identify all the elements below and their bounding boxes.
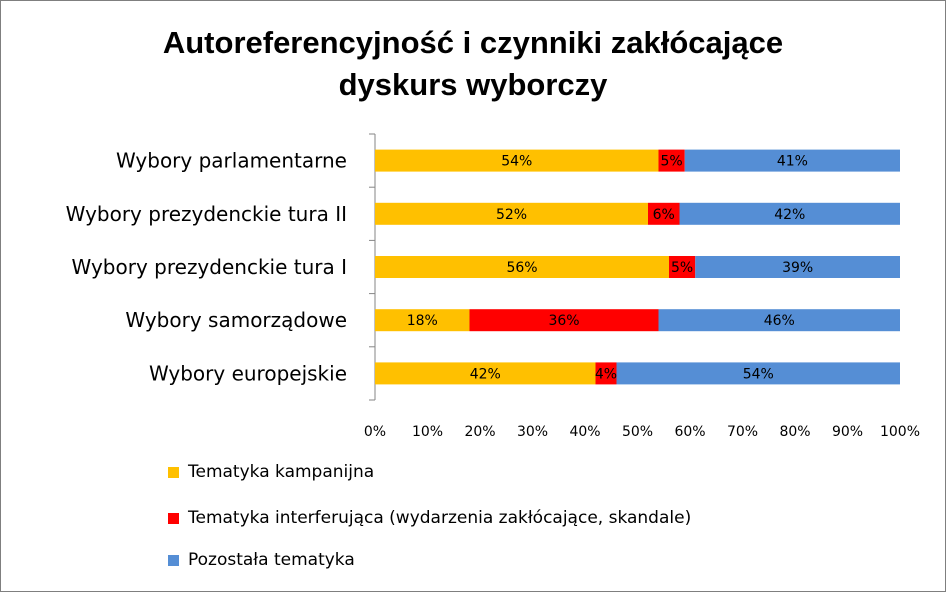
legend-swatch-kampanijna	[168, 467, 179, 478]
category-label: Wybory samorządowe	[125, 308, 347, 332]
bar-segment	[695, 256, 900, 278]
bar-value-label: 39%	[782, 260, 813, 276]
x-tick-label: 0%	[364, 424, 386, 440]
bar-segment	[469, 309, 659, 332]
x-tick-label: 20%	[464, 424, 495, 440]
x-tick-label: 30%	[517, 424, 548, 440]
bar-segment	[375, 149, 659, 172]
bar-segment	[375, 202, 648, 225]
chart-title: Autoreferencyjność i czynniki zakłócając…	[0, 22, 946, 106]
legend-label-kampanijna: Tematyka kampanijna	[188, 462, 375, 482]
bar-value-label: 36%	[548, 313, 579, 329]
bar-segment	[595, 362, 617, 385]
category-label: Wybory parlamentarne	[116, 149, 347, 173]
bar-value-label: 56%	[506, 260, 537, 276]
category-label: Wybory europejskie	[149, 361, 347, 385]
chart-title-line-1: Autoreferencyjność i czynniki zakłócając…	[162, 25, 784, 60]
bar-value-label: 42%	[470, 366, 501, 382]
bar-value-label: 41%	[777, 154, 808, 170]
bar-segment	[658, 309, 900, 332]
bar-value-label: 42%	[774, 207, 805, 223]
bar-value-label: 54%	[501, 154, 532, 170]
x-tick-label: 80%	[779, 424, 810, 440]
legend-label-pozostala: Pozostała tematyka	[188, 550, 355, 570]
legend-swatch-pozostala	[168, 555, 179, 566]
bar-value-label: 46%	[764, 313, 795, 329]
bar-segment	[375, 256, 669, 278]
bar-value-label: 6%	[653, 207, 675, 223]
x-tick-label: 90%	[832, 424, 863, 440]
bar-value-label: 5%	[671, 260, 693, 276]
category-label: Wybory prezydenckie tura II	[66, 202, 347, 226]
bar-segment	[669, 256, 696, 278]
bar-segment	[375, 362, 596, 385]
x-tick-label: 10%	[412, 424, 443, 440]
x-tick-label: 100%	[880, 424, 920, 440]
legend-label-interferujaca: Tematyka interferująca (wydarzenia zakłó…	[188, 508, 692, 528]
x-tick-label: 60%	[674, 424, 705, 440]
x-tick-label: 50%	[622, 424, 653, 440]
bar-value-label: 52%	[496, 207, 527, 223]
bar-segment	[679, 202, 900, 225]
bar-segment	[375, 309, 470, 332]
bar-value-label: 54%	[743, 366, 774, 382]
chart-title-line-2: dyskurs wyborczy	[338, 67, 608, 102]
bar-value-label: 18%	[407, 313, 438, 329]
bar-segment	[684, 149, 900, 172]
bar-segment	[658, 149, 685, 172]
bar-value-label: 4%	[595, 366, 617, 382]
bar-segment	[648, 202, 680, 225]
x-tick-label: 40%	[569, 424, 600, 440]
bar-value-label: 5%	[661, 154, 683, 170]
category-label: Wybory prezydenckie tura I	[72, 255, 347, 279]
x-tick-label: 70%	[727, 424, 758, 440]
bar-segment	[616, 362, 900, 385]
legend-swatch-interferujaca	[168, 513, 179, 524]
